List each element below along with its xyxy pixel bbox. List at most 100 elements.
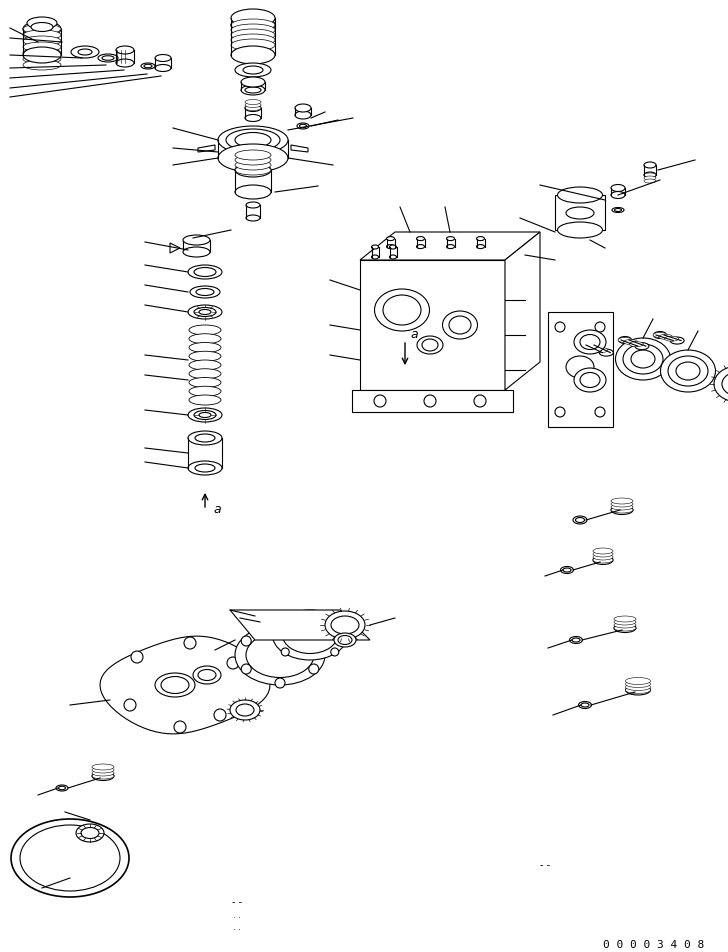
Ellipse shape [387, 237, 395, 241]
Ellipse shape [272, 610, 347, 660]
Ellipse shape [676, 362, 700, 380]
Ellipse shape [573, 516, 587, 524]
Ellipse shape [334, 633, 356, 647]
Ellipse shape [155, 54, 171, 62]
Circle shape [595, 407, 605, 417]
Ellipse shape [446, 237, 454, 241]
Ellipse shape [245, 106, 261, 110]
Polygon shape [170, 243, 180, 253]
Ellipse shape [654, 331, 667, 339]
Ellipse shape [189, 325, 221, 335]
Ellipse shape [574, 330, 606, 354]
Ellipse shape [387, 245, 395, 248]
Ellipse shape [614, 622, 636, 628]
Ellipse shape [245, 87, 261, 93]
Ellipse shape [218, 126, 288, 154]
Ellipse shape [624, 340, 638, 345]
Ellipse shape [102, 56, 114, 60]
Ellipse shape [631, 350, 655, 368]
Polygon shape [360, 260, 505, 390]
Ellipse shape [299, 125, 306, 128]
Ellipse shape [189, 378, 221, 387]
Ellipse shape [11, 819, 129, 897]
Text: . .: . . [233, 911, 241, 920]
Ellipse shape [23, 54, 61, 64]
Ellipse shape [611, 191, 625, 199]
Ellipse shape [23, 30, 61, 40]
Ellipse shape [611, 185, 625, 191]
Ellipse shape [659, 334, 673, 339]
Ellipse shape [574, 368, 606, 392]
Ellipse shape [614, 616, 636, 622]
Polygon shape [100, 636, 270, 734]
Ellipse shape [593, 551, 613, 557]
Ellipse shape [189, 343, 221, 352]
Ellipse shape [161, 677, 189, 693]
Ellipse shape [193, 666, 221, 684]
Circle shape [184, 637, 196, 649]
Text: - -: - - [232, 897, 242, 907]
Ellipse shape [371, 255, 379, 259]
Polygon shape [360, 232, 540, 260]
Ellipse shape [566, 356, 594, 378]
Ellipse shape [417, 336, 443, 354]
Ellipse shape [246, 215, 260, 221]
Ellipse shape [644, 173, 656, 177]
Ellipse shape [235, 160, 271, 170]
Ellipse shape [615, 338, 670, 380]
Ellipse shape [246, 202, 260, 208]
Ellipse shape [235, 63, 271, 77]
Ellipse shape [297, 123, 309, 129]
Ellipse shape [325, 611, 365, 639]
Ellipse shape [183, 247, 210, 257]
Ellipse shape [629, 342, 644, 347]
Polygon shape [505, 232, 540, 390]
Text: a: a [213, 503, 221, 516]
Ellipse shape [198, 669, 216, 681]
Ellipse shape [188, 265, 222, 279]
Ellipse shape [623, 344, 663, 374]
Ellipse shape [78, 49, 92, 55]
Ellipse shape [189, 395, 221, 405]
Ellipse shape [116, 59, 134, 67]
Circle shape [275, 678, 285, 688]
Circle shape [331, 648, 339, 656]
Ellipse shape [389, 245, 397, 249]
Circle shape [131, 651, 143, 663]
Circle shape [241, 636, 251, 646]
Ellipse shape [199, 412, 211, 418]
Ellipse shape [588, 345, 603, 350]
Ellipse shape [231, 19, 275, 31]
Circle shape [595, 322, 605, 332]
Ellipse shape [586, 343, 594, 347]
Ellipse shape [653, 332, 667, 338]
Ellipse shape [195, 464, 215, 472]
Ellipse shape [27, 17, 57, 29]
Ellipse shape [235, 165, 271, 175]
Circle shape [555, 407, 565, 417]
Circle shape [227, 657, 239, 669]
Ellipse shape [656, 333, 664, 337]
Ellipse shape [389, 255, 397, 259]
Ellipse shape [231, 24, 275, 36]
Text: - -: - - [540, 860, 550, 870]
Ellipse shape [611, 501, 633, 507]
Ellipse shape [76, 824, 104, 842]
Ellipse shape [566, 207, 594, 219]
Ellipse shape [231, 46, 275, 64]
Ellipse shape [599, 349, 613, 356]
Ellipse shape [665, 336, 678, 341]
Ellipse shape [668, 356, 708, 386]
Ellipse shape [194, 268, 216, 276]
Ellipse shape [196, 288, 214, 295]
Ellipse shape [92, 771, 114, 781]
Ellipse shape [446, 245, 454, 248]
Ellipse shape [31, 23, 53, 31]
Ellipse shape [246, 632, 314, 678]
Text: 0 0 0 0 3 4 0 8: 0 0 0 0 3 4 0 8 [604, 940, 705, 950]
Ellipse shape [621, 338, 629, 342]
Circle shape [241, 664, 251, 674]
Ellipse shape [625, 678, 651, 684]
Ellipse shape [231, 16, 275, 34]
Ellipse shape [371, 245, 379, 249]
